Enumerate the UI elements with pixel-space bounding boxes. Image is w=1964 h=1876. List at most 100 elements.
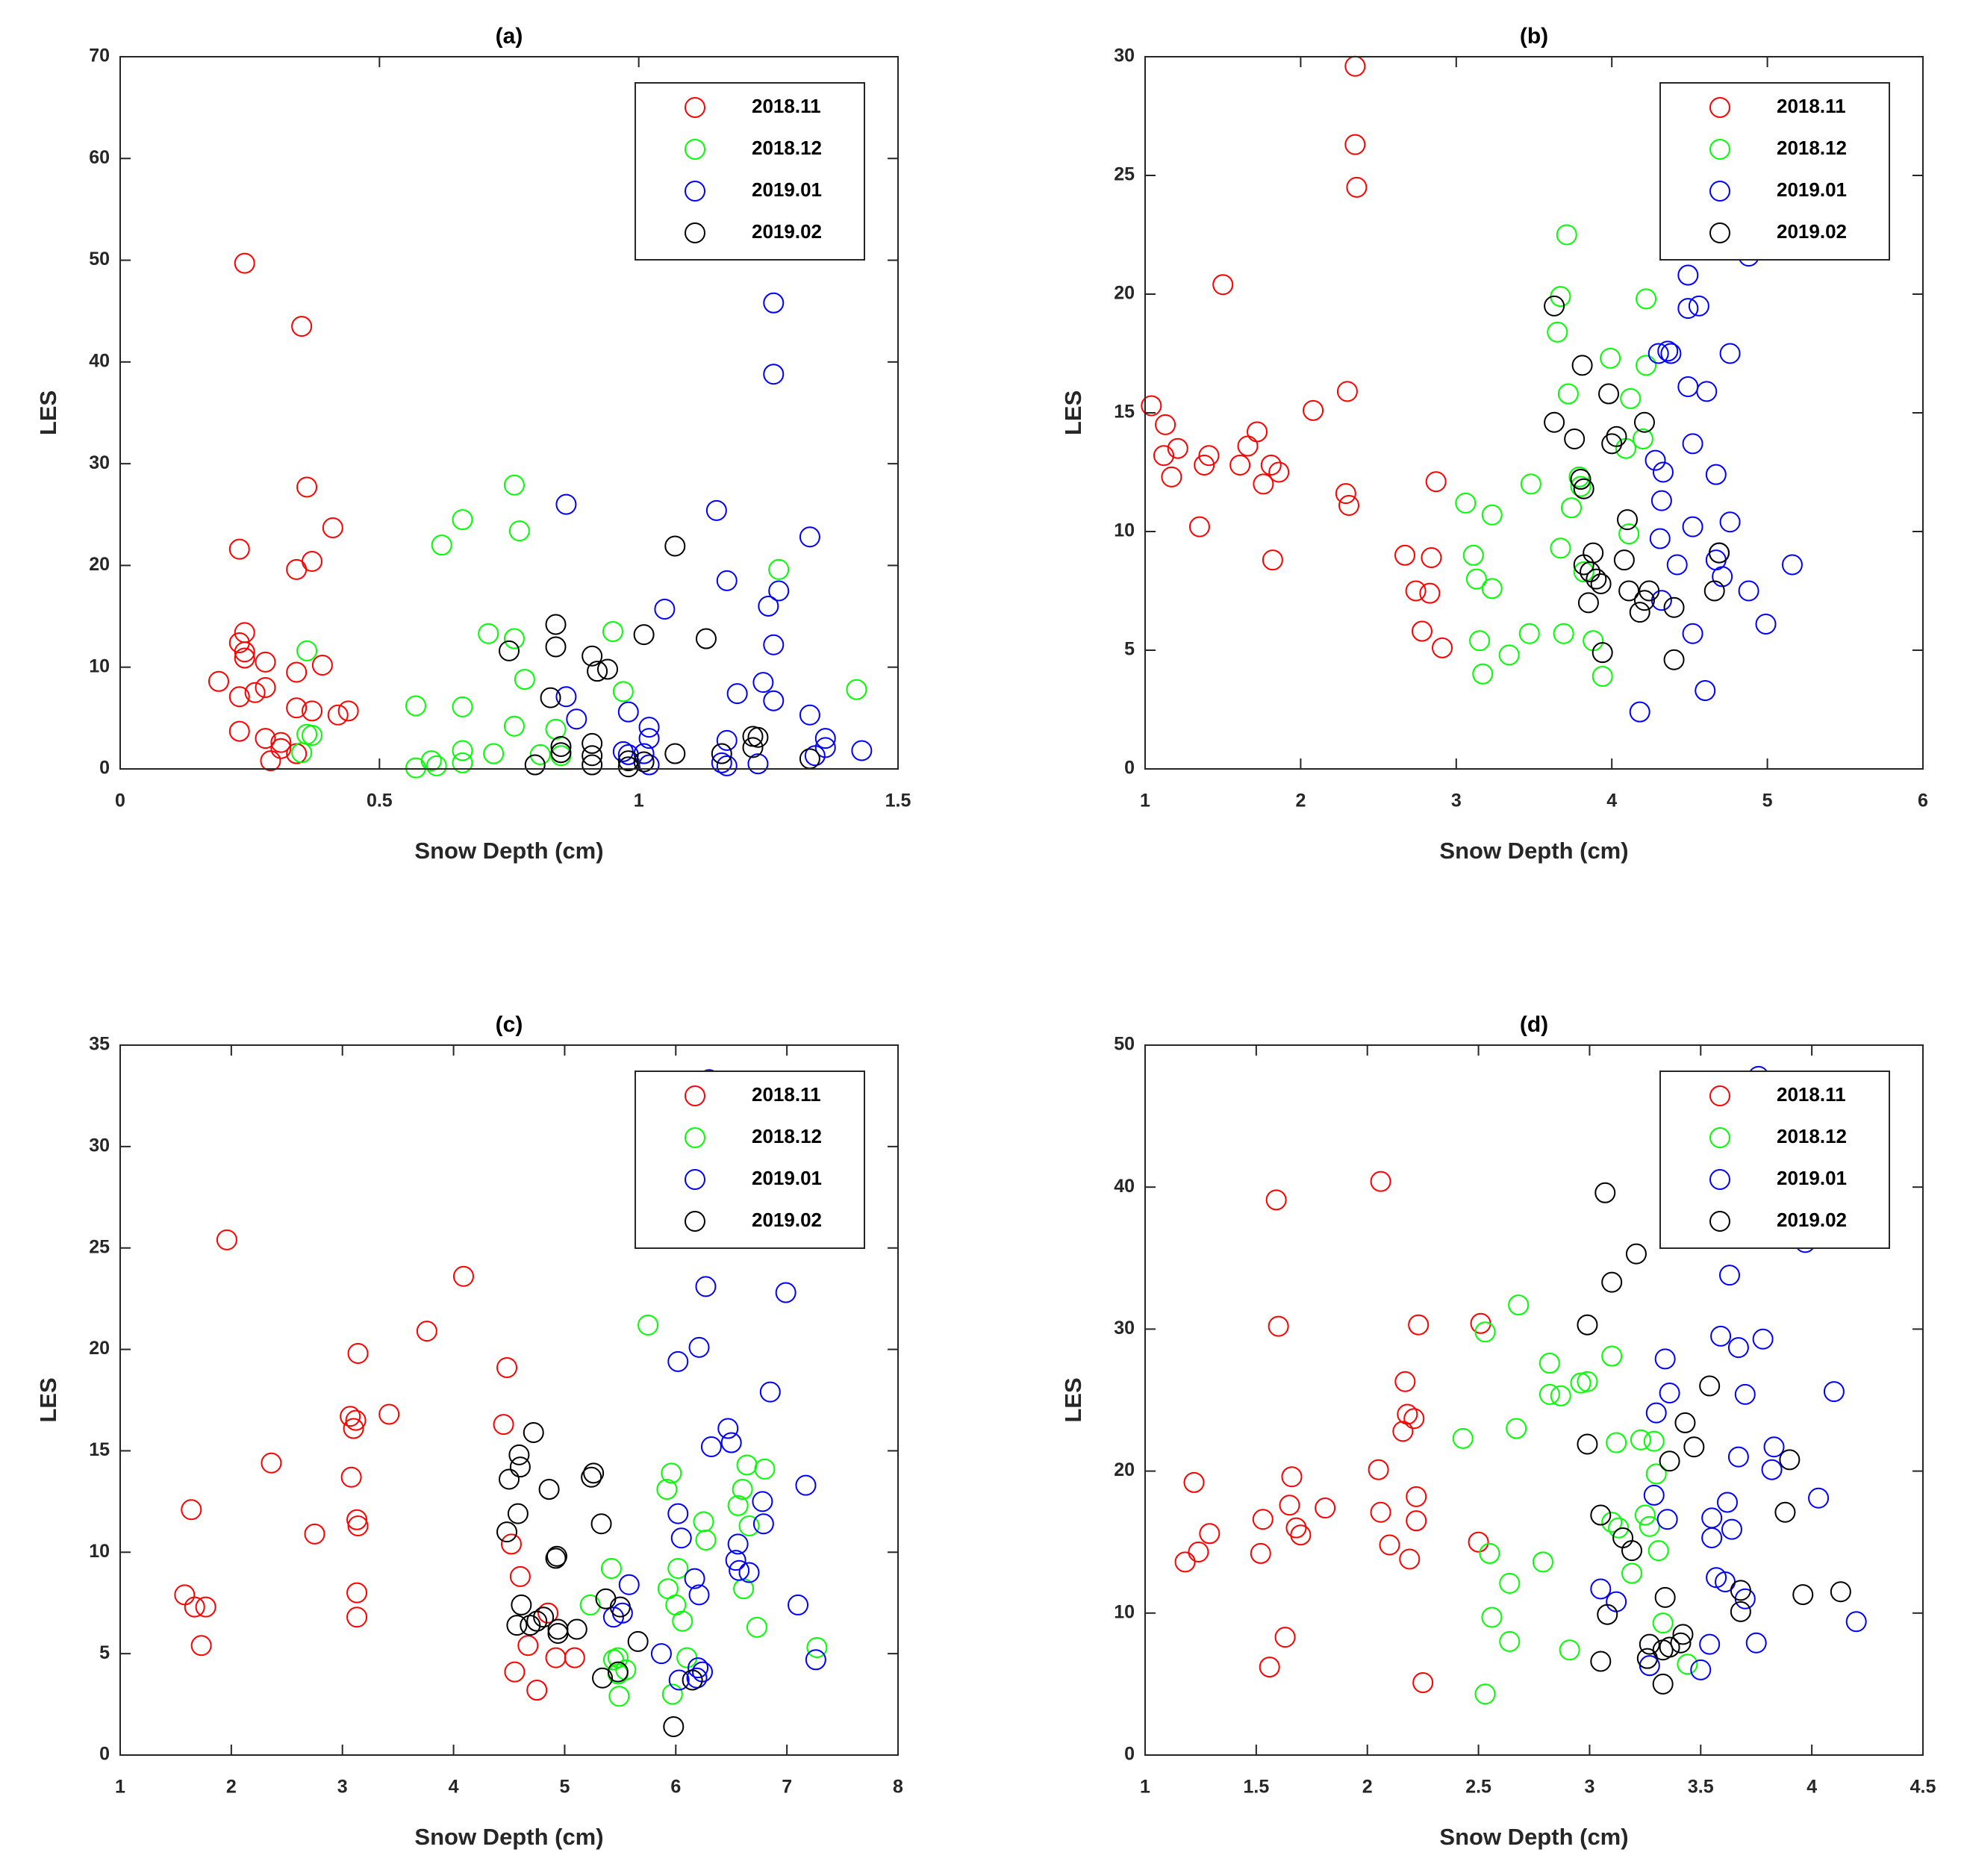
data-point	[1338, 495, 1360, 517]
data-point	[1695, 680, 1716, 702]
data-point	[742, 737, 764, 758]
legend-label: 2019.01	[752, 178, 822, 201]
data-point	[1594, 1182, 1616, 1203]
data-point	[1629, 602, 1650, 623]
data-point	[337, 700, 359, 722]
legend: 2018.11 2018.12 2019.01 2019.02	[1659, 1071, 1890, 1249]
axes-box	[1144, 1044, 1924, 1756]
data-point	[304, 1523, 325, 1545]
data-point	[695, 1529, 717, 1551]
data-point	[228, 720, 250, 742]
data-point	[1553, 623, 1574, 644]
data-point	[286, 661, 308, 683]
y-tick-label: 5	[99, 1642, 110, 1663]
data-point	[1601, 433, 1623, 455]
data-point	[234, 252, 255, 274]
legend-marker	[685, 139, 705, 160]
data-point	[1252, 1509, 1274, 1530]
data-point	[296, 640, 318, 661]
data-point	[1845, 1611, 1867, 1633]
data-point	[684, 1568, 705, 1589]
data-point	[1620, 387, 1642, 409]
data-point	[526, 1610, 548, 1632]
x-tick-label: 1.5	[885, 791, 911, 811]
legend-marker	[685, 181, 705, 202]
data-point	[1633, 411, 1655, 433]
data-point	[1290, 1524, 1312, 1546]
data-point	[537, 1602, 559, 1624]
data-point	[504, 1661, 526, 1683]
data-point	[261, 1452, 282, 1474]
data-point	[1659, 1382, 1680, 1403]
data-point	[607, 1647, 629, 1668]
data-point	[768, 558, 790, 580]
data-point	[1174, 1551, 1196, 1573]
data-point	[1639, 1633, 1660, 1655]
data-point	[1590, 1504, 1612, 1526]
data-point	[720, 1432, 742, 1453]
data-point	[1645, 1402, 1667, 1424]
data-point	[1498, 644, 1520, 666]
data-point	[1405, 580, 1427, 602]
y-tick-label: 0	[99, 758, 110, 779]
data-point	[763, 634, 785, 655]
data-point	[509, 1456, 531, 1478]
data-point	[1647, 343, 1669, 364]
data-point	[775, 1282, 796, 1303]
data-point	[1539, 1353, 1560, 1374]
data-point	[664, 743, 686, 764]
data-point	[496, 1357, 518, 1379]
x-axis-label: Snow Depth (cm)	[414, 1824, 603, 1850]
data-point	[478, 623, 499, 644]
data-point	[763, 364, 785, 385]
y-tick-label: 30	[1114, 46, 1135, 66]
data-point	[550, 736, 572, 758]
data-point	[302, 725, 323, 747]
data-point	[1682, 516, 1703, 537]
y-axis-label: LES	[1060, 1377, 1086, 1422]
data-point	[1699, 1633, 1721, 1655]
data-point	[1727, 1446, 1749, 1468]
data-point	[759, 1381, 781, 1403]
x-tick-label: 8	[893, 1777, 903, 1798]
data-point	[1411, 620, 1433, 642]
data-point	[1539, 1383, 1560, 1405]
data-point	[1710, 1325, 1732, 1347]
x-tick-label: 3	[337, 1777, 348, 1798]
x-axis-label: Snow Depth (cm)	[414, 838, 603, 864]
x-tick-label: 2.5	[1465, 1777, 1491, 1798]
data-point	[806, 1636, 828, 1658]
axes-box	[119, 1044, 899, 1756]
data-point	[511, 1594, 532, 1615]
legend-marker	[1709, 1169, 1730, 1190]
data-point	[581, 1466, 602, 1488]
data-point	[686, 1667, 708, 1689]
data-point	[1601, 1345, 1623, 1367]
data-point	[343, 1418, 364, 1439]
legend-label: 2019.01	[752, 1167, 822, 1189]
data-point	[1649, 528, 1671, 549]
data-point	[1823, 1381, 1845, 1403]
data-point	[1654, 1586, 1676, 1608]
data-point	[270, 738, 292, 759]
data-point	[602, 621, 623, 643]
x-tick-label: 0.5	[367, 791, 393, 811]
chart-title: (b)	[1520, 24, 1548, 49]
data-point	[244, 682, 266, 703]
data-point	[425, 755, 447, 776]
data-point	[1597, 1604, 1618, 1625]
data-point	[499, 640, 520, 661]
subplot: 1 1.5 2 2.5 3 3.5 4 4.5 0 10 20 30 40 50 (d) Snow Depth…	[1060, 1012, 1936, 1850]
data-point	[1696, 381, 1718, 402]
legend-label: 2018.12	[1777, 1125, 1847, 1147]
data-point	[725, 1550, 746, 1571]
data-point	[1544, 295, 1565, 317]
data-point	[664, 535, 686, 557]
data-point	[1652, 1612, 1674, 1634]
data-point	[1701, 1527, 1723, 1548]
data-point	[1167, 437, 1188, 459]
data-point	[795, 1474, 817, 1496]
data-point	[752, 1491, 773, 1512]
data-point	[322, 517, 343, 539]
data-point	[1368, 1459, 1389, 1480]
